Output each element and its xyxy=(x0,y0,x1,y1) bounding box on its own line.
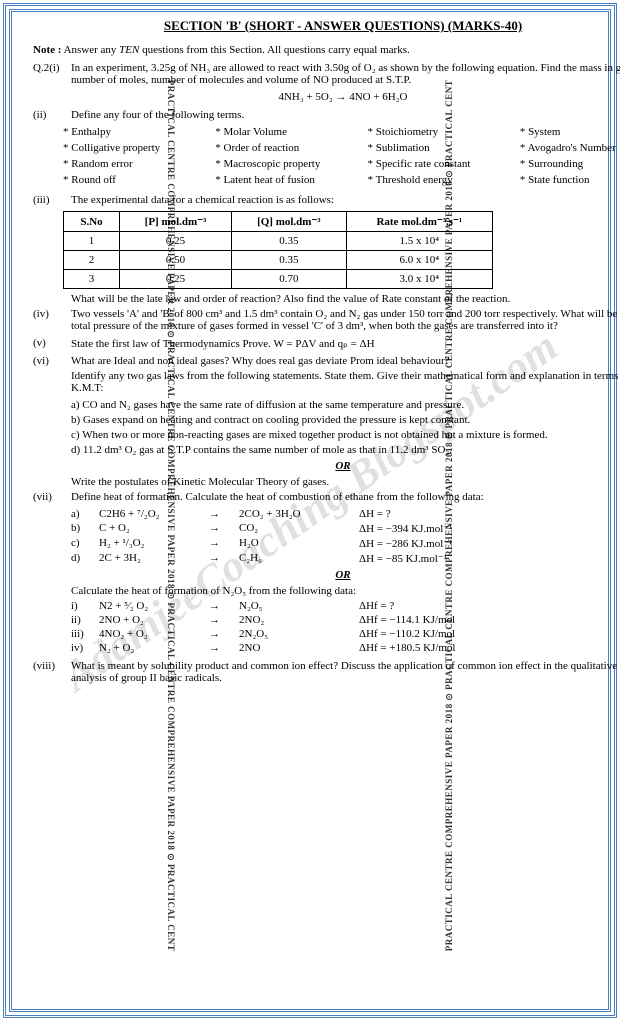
reaction-row: ii)2NO + O₂→2NO₂ΔHf = −114.1 KJ/mol xyxy=(71,614,620,626)
list-item: b) Gases expand on heating and contract … xyxy=(71,414,620,426)
th: [P] mol.dm⁻³ xyxy=(119,212,231,232)
table-row: 10.250.351.5 x 10⁴ xyxy=(64,232,493,251)
q-body: In an experiment, 3.25g of NH₃ are allow… xyxy=(71,62,620,86)
or-alt: Write the postulates of Kinetic Molecula… xyxy=(71,476,620,488)
term: System xyxy=(520,126,620,138)
or-separator: OR xyxy=(33,460,620,472)
q-label: Q.2(i) xyxy=(33,62,71,86)
q-body: Define any four of the following terms. xyxy=(71,109,620,121)
terms-grid: EnthalpyMolar VolumeStoichiometrySystem … xyxy=(63,126,620,186)
list-item: d) 11.2 dm³ O₂ gas at S.T.P contains the… xyxy=(71,444,620,456)
q2-v: (v) State the first law of Thermodynamic… xyxy=(33,337,620,350)
term: Latent heat of fusion xyxy=(215,174,359,186)
q2-iv: (iv) Two vessels 'A' and 'B' of 800 cm³ … xyxy=(33,308,620,332)
q-label: (iii) xyxy=(33,194,71,206)
section-title: SECTION 'B' (SHORT - ANSWER QUESTIONS) (… xyxy=(33,18,620,34)
q-body: Two vessels 'A' and 'B' of 800 cm³ and 1… xyxy=(71,308,620,332)
table-header-row: S.No[P] mol.dm⁻³[Q] mol.dm⁻³Rate mol.dm⁻… xyxy=(64,212,493,232)
term: State function xyxy=(520,174,620,186)
q-body: The experimental data for a chemical rea… xyxy=(71,194,620,206)
th: S.No xyxy=(64,212,120,232)
q-label: (viii) xyxy=(33,660,71,684)
q2-ii: (ii) Define any four of the following te… xyxy=(33,109,620,121)
q-body: What is meant by solubility product and … xyxy=(71,660,620,684)
term: Enthalpy xyxy=(63,126,207,138)
note: Note : Answer any TEN questions from thi… xyxy=(33,44,620,56)
q-body: State the first law of Thermodynamics Pr… xyxy=(71,337,620,350)
list-item: a) CO and N₂ gases have the same rate of… xyxy=(71,399,620,411)
q-body: Define heat of formation. Calculate the … xyxy=(71,491,620,503)
q-label: (iv) xyxy=(33,308,71,332)
q-body: Identify any two gas laws from the follo… xyxy=(71,370,620,394)
page-content: SECTION 'B' (SHORT - ANSWER QUESTIONS) (… xyxy=(33,18,620,689)
term: Colligative property xyxy=(63,142,207,154)
table-row: 20.500.356.0 x 10⁴ xyxy=(64,251,493,270)
term: Macroscopic property xyxy=(215,158,359,170)
q2-vi: (vi) What are Ideal and non ideal gases?… xyxy=(33,355,620,394)
note-prefix: Note : xyxy=(33,44,61,56)
list-item: c) When two or more non-reacting gases a… xyxy=(71,429,620,441)
data-table: S.No[P] mol.dm⁻³[Q] mol.dm⁻³Rate mol.dm⁻… xyxy=(63,211,493,289)
reaction-row: iii)4NO₂ + O₂→2N₂O₅ΔHf = −110.2 KJ/mol xyxy=(71,628,620,640)
term: Stoichiometry xyxy=(368,126,512,138)
reaction-row: iv)N₂ + O₂→2NOΔHf = +180.5 KJ/mol xyxy=(71,642,620,654)
q-label: (ii) xyxy=(33,109,71,121)
term: Threshold energy xyxy=(368,174,512,186)
q-label: (vi) xyxy=(33,355,71,394)
q-label: (v) xyxy=(33,337,71,350)
term: Specific rate constant xyxy=(368,158,512,170)
q2-iii: (iii) The experimental data for a chemic… xyxy=(33,194,620,206)
table-row: 30.250.703.0 x 10⁴ xyxy=(64,270,493,289)
term: Molar Volume xyxy=(215,126,359,138)
q2-i: Q.2(i) In an experiment, 3.25g of NH₃ ar… xyxy=(33,62,620,86)
term: Surrounding xyxy=(520,158,620,170)
th: Rate mol.dm⁻³.s⁻¹ xyxy=(346,212,492,232)
q2-vii: (vii) Define heat of formation. Calculat… xyxy=(33,491,620,503)
q-follow: What will be the late law and order of r… xyxy=(71,293,620,305)
reaction-row: a)C2H6 + ⁷/₂O₂→2CO₂ + 3H₂OΔH = ? xyxy=(71,508,620,520)
reaction-row: c)H₂ + ¹/₃O₂→H₂OΔH = −286 KJ.mol⁻¹ xyxy=(71,537,620,550)
term: Avogadro's Number xyxy=(520,142,620,154)
term: Order of reaction xyxy=(215,142,359,154)
reaction-row: b)C + O₂→CO₂ΔH = −394 KJ.mol⁻¹ xyxy=(71,522,620,535)
term: Sublimation xyxy=(368,142,512,154)
q-pre: What are Ideal and non ideal gases? Why … xyxy=(71,355,620,367)
q-label: (vii) xyxy=(33,491,71,503)
or-separator: OR xyxy=(33,569,620,581)
term: Random error xyxy=(63,158,207,170)
reaction-row: i)N2 + ⁵⁄₂ O₂→N₂O₅ΔHf = ? xyxy=(71,600,620,612)
or-alt: Calculate the heat of formation of N₂O₅ … xyxy=(71,585,620,597)
term: Round off xyxy=(63,174,207,186)
equation: 4NH₃ + 5O₂ → 4NO + 6H₂O xyxy=(33,91,620,103)
q2-viii: (viii) What is meant by solubility produ… xyxy=(33,660,620,684)
reaction-row: d)2C + 3H₂→ C₂H₆ΔH = −85 KJ.mol⁻¹ xyxy=(71,552,620,565)
th: [Q] mol.dm⁻³ xyxy=(232,212,347,232)
